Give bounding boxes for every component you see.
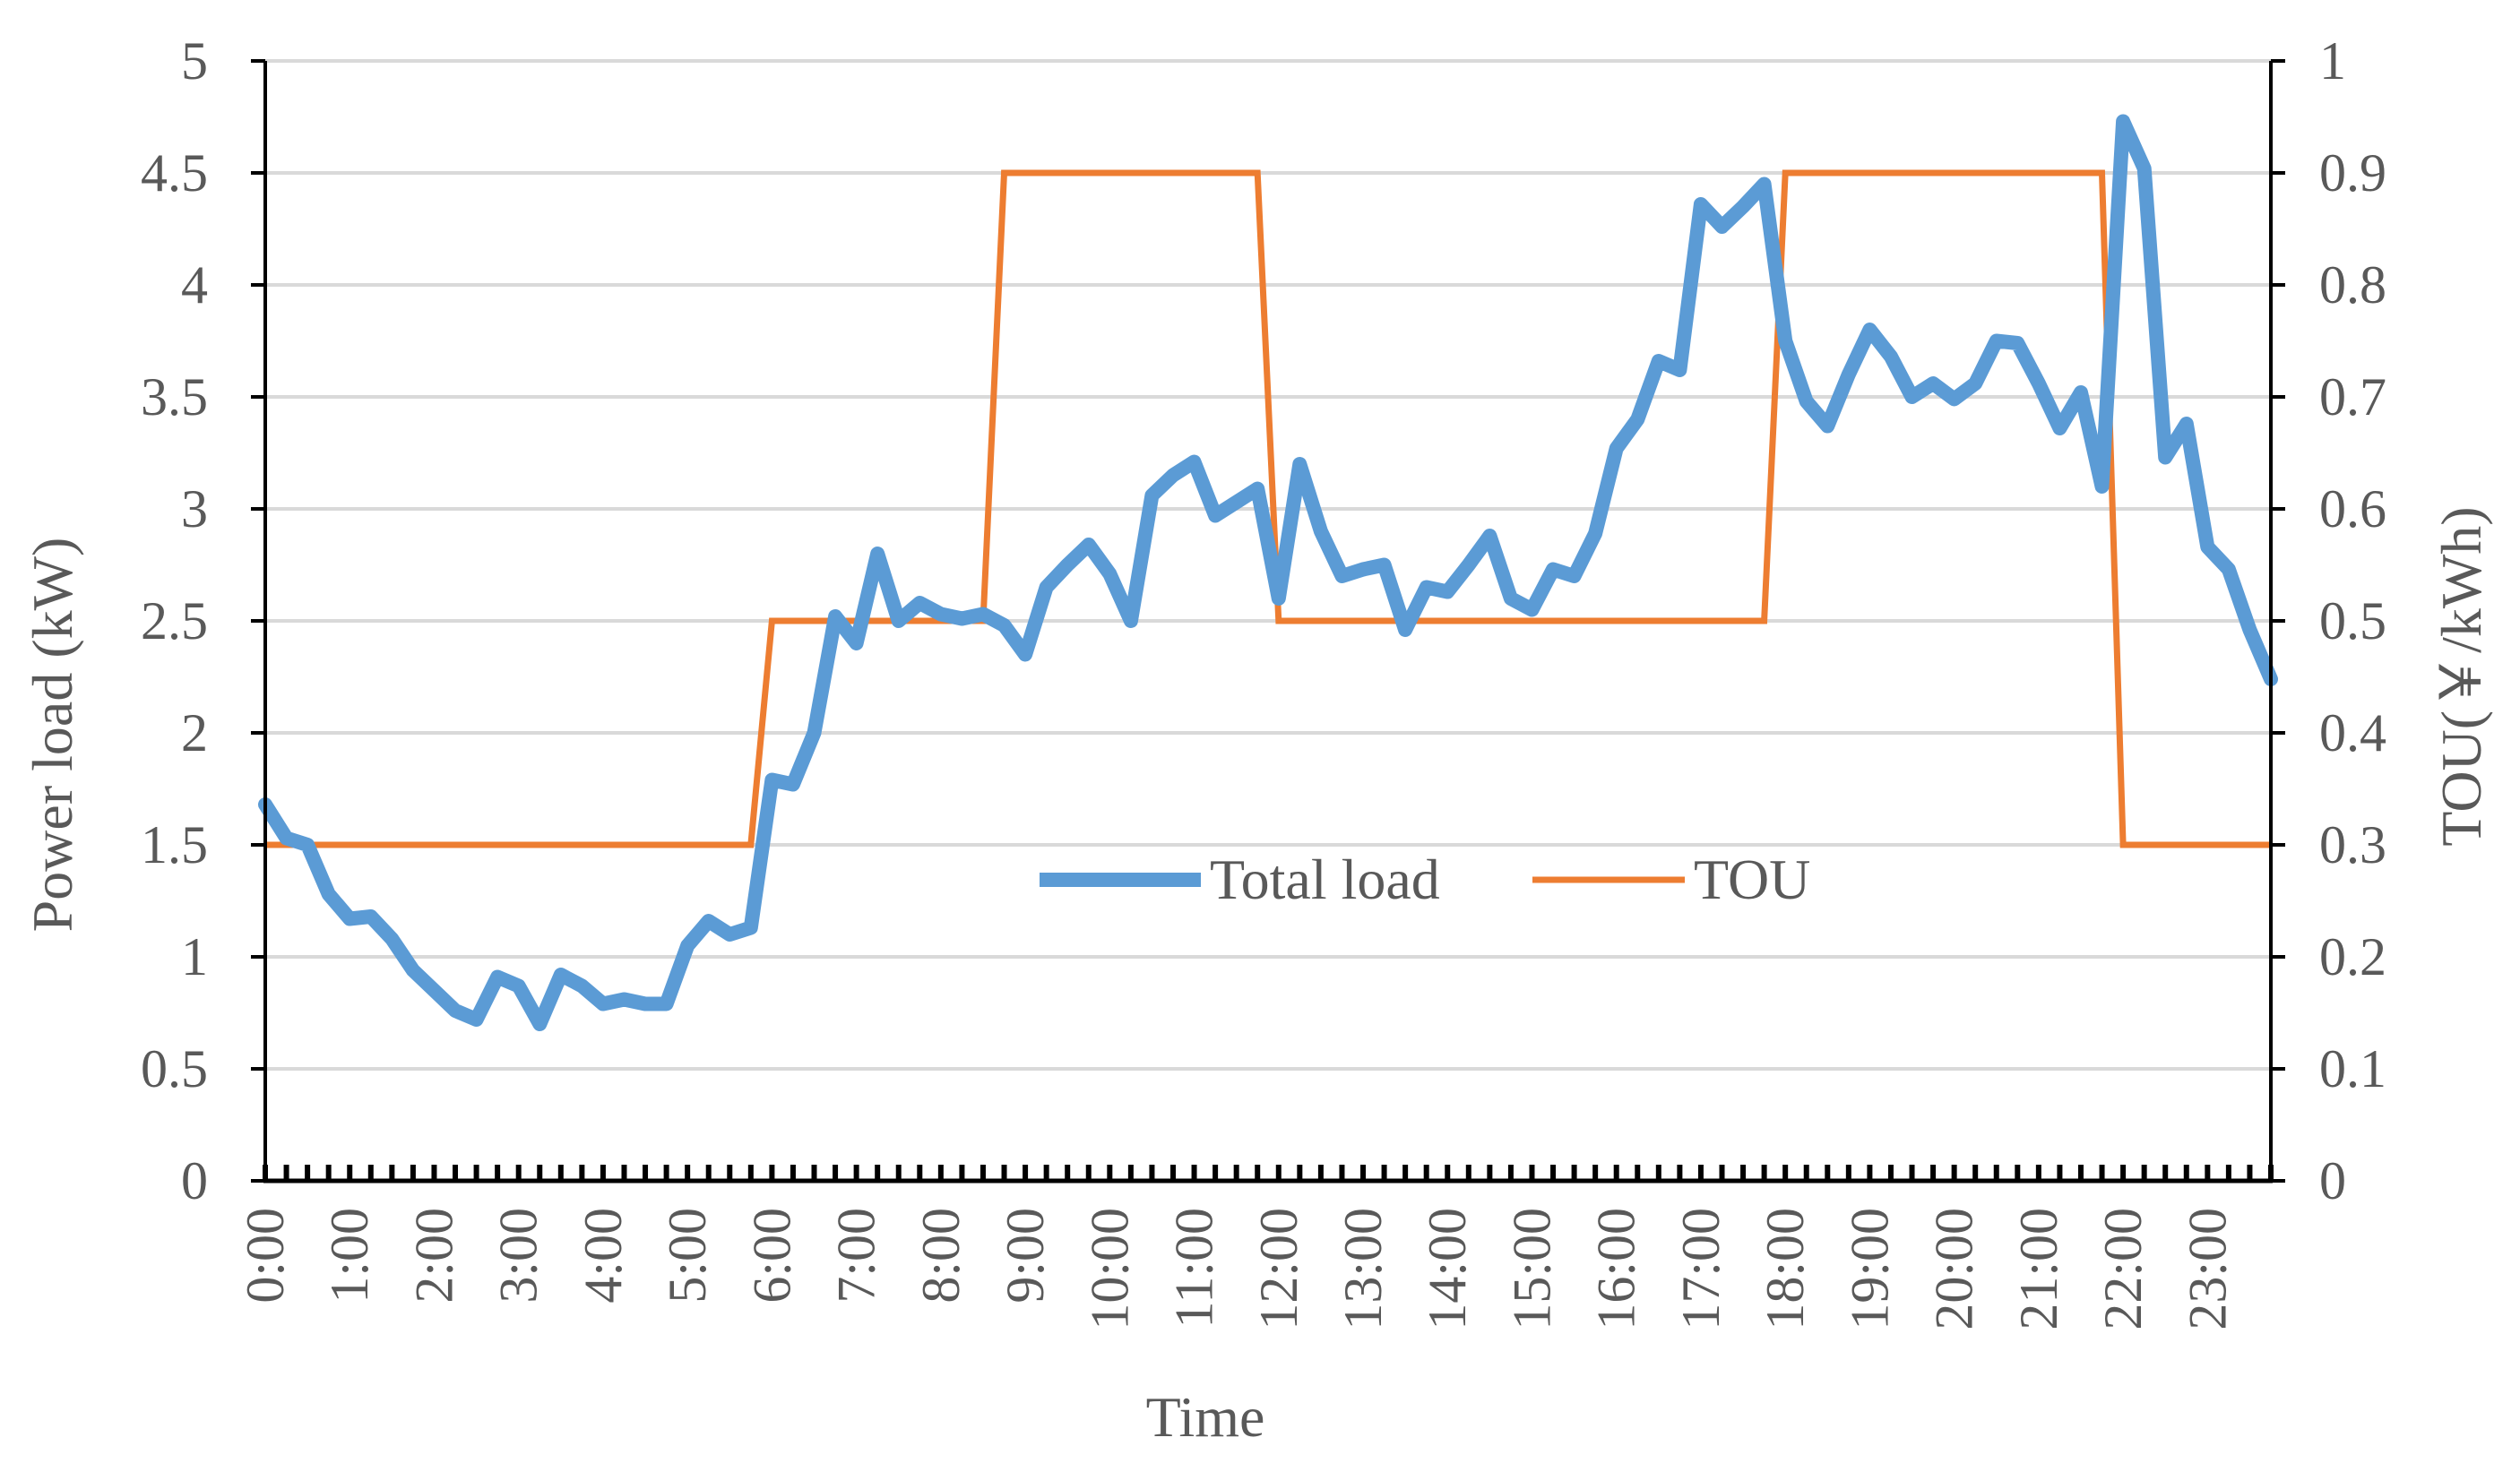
y-left-tick-label: 1 bbox=[181, 927, 208, 986]
x-tick-label: 20:00 bbox=[1925, 1208, 1984, 1330]
x-tick-label: 21:00 bbox=[2009, 1208, 2068, 1330]
x-tick-label: 10:00 bbox=[1080, 1208, 1139, 1330]
y-right-tick-label: 0.9 bbox=[2319, 143, 2386, 202]
x-tick-label: 22:00 bbox=[2093, 1208, 2153, 1330]
x-tick-label: 18:00 bbox=[1756, 1208, 1815, 1330]
x-tick-label: 11:00 bbox=[1165, 1208, 1224, 1328]
y-right-tick-label: 1 bbox=[2319, 31, 2346, 90]
legend: Total load TOU bbox=[1040, 848, 1810, 911]
y-right-tick-label: 0.7 bbox=[2319, 367, 2386, 426]
y-left-tick-label: 3 bbox=[181, 479, 208, 538]
y-axis-left-title: Power load (kW) bbox=[21, 538, 84, 933]
x-tick-label: 15:00 bbox=[1502, 1208, 1561, 1330]
x-tick-label: 0:00 bbox=[236, 1208, 295, 1304]
y-right-tick-label: 0.2 bbox=[2319, 927, 2386, 986]
y-left-tick-label: 3.5 bbox=[141, 367, 208, 426]
x-tick-label: 14:00 bbox=[1418, 1208, 1477, 1330]
series-layer bbox=[258, 114, 2278, 1031]
x-tick-label: 12:00 bbox=[1249, 1208, 1308, 1330]
y-right-tick-label: 0.1 bbox=[2319, 1039, 2386, 1098]
y-right-tick-label: 0.5 bbox=[2319, 591, 2386, 650]
y-right-tick-label: 0.6 bbox=[2319, 479, 2386, 538]
y-right-tick-label: 0.4 bbox=[2319, 703, 2386, 762]
y-left-tick-label: 4.5 bbox=[141, 143, 208, 202]
x-tick-label: 7:00 bbox=[827, 1208, 886, 1304]
y-left-tick-label: 4 bbox=[181, 255, 208, 314]
y-left-tick-label: 5 bbox=[181, 31, 208, 90]
y-right-tick-label: 0 bbox=[2319, 1151, 2346, 1210]
x-tick-label: 1:00 bbox=[320, 1208, 379, 1304]
x-tick-label: 16:00 bbox=[1587, 1208, 1646, 1330]
x-tick-label: 13:00 bbox=[1333, 1208, 1393, 1330]
x-axis-title: Time bbox=[1146, 1385, 1265, 1449]
axes bbox=[251, 59, 2285, 1184]
legend-label-tou: TOU bbox=[1694, 848, 1810, 911]
x-tick-label: 9:00 bbox=[996, 1208, 1055, 1304]
x-tick-label: 8:00 bbox=[911, 1208, 971, 1304]
x-tick-label: 6:00 bbox=[742, 1208, 801, 1304]
y-left-tick-label: 0 bbox=[181, 1151, 208, 1210]
tou-line bbox=[265, 169, 2271, 848]
total-load-line bbox=[258, 114, 2278, 1031]
y-left-tick-label: 1.5 bbox=[141, 815, 208, 874]
y-left-tick-label: 2 bbox=[181, 703, 208, 762]
x-tick-label: 3:00 bbox=[489, 1208, 548, 1304]
y-axis-right-title: TOU(￥/kWh) bbox=[2429, 506, 2493, 846]
x-tick-label: 19:00 bbox=[1840, 1208, 1899, 1330]
x-tick-label: 2:00 bbox=[404, 1208, 463, 1304]
x-tick-label: 4:00 bbox=[574, 1208, 633, 1304]
y-right-tick-label: 0.3 bbox=[2319, 815, 2386, 874]
x-tick-label: 5:00 bbox=[658, 1208, 717, 1304]
y-right-tick-label: 0.8 bbox=[2319, 255, 2386, 314]
y-left-tick-label: 2.5 bbox=[141, 591, 208, 650]
x-tick-label: 17:00 bbox=[1671, 1208, 1730, 1330]
legend-label-total-load: Total load bbox=[1210, 848, 1440, 911]
tick-labels: 0 0.5 1 1.5 2 2.5 3 3.5 4 4.5 5 0 0.1 0.2 0.3 0.4 0.5 0.6… bbox=[141, 31, 2386, 1330]
y-left-tick-label: 0.5 bbox=[141, 1039, 208, 1098]
x-tick-label: 23:00 bbox=[2178, 1208, 2237, 1330]
